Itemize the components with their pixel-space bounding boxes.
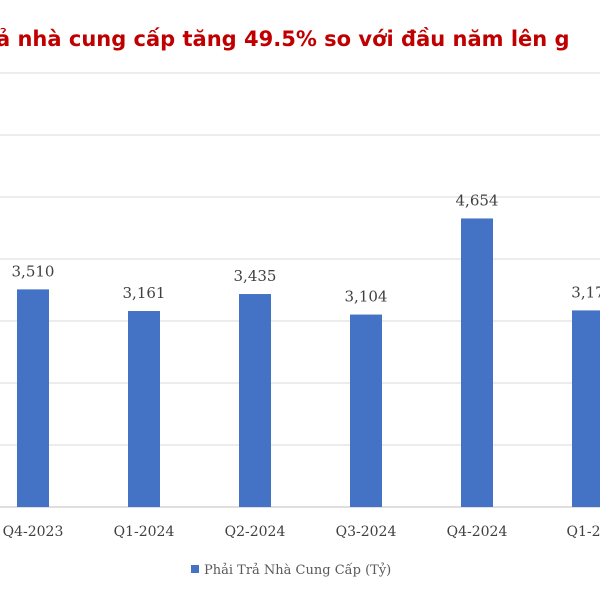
bar-series: [17, 218, 600, 507]
chart-title: ả nhà cung cấp tăng 49.5% so với đầu năm…: [0, 27, 570, 51]
x-tick-label: Q4-2024: [447, 524, 508, 540]
bar: [461, 218, 493, 507]
x-tick-label: Q2-2024: [225, 524, 286, 540]
bar: [128, 311, 160, 507]
legend-swatch: [191, 565, 199, 573]
data-label: 3,17: [571, 283, 600, 301]
data-label: 3,435: [234, 267, 277, 285]
legend: Phải Trả Nhà Cung Cấp (Tỷ): [191, 562, 391, 578]
x-axis-ticks: Q4-2023 Q1-2024 Q2-2024 Q3-2024 Q4-2024 Q1-20: [3, 524, 600, 540]
data-label: 3,510: [12, 262, 55, 280]
x-tick-label: Q1-20: [567, 524, 600, 540]
data-label: 3,161: [123, 284, 166, 302]
bar: [572, 310, 600, 507]
gridlines: [0, 72, 600, 508]
x-tick-label: Q1-2024: [114, 524, 175, 540]
data-label: 4,654: [456, 191, 499, 209]
data-labels: 3,510 3,161 3,435 3,104 4,654 3,17: [12, 191, 600, 305]
x-tick-label: Q3-2024: [336, 524, 397, 540]
bar: [350, 314, 382, 507]
x-tick-label: Q4-2023: [3, 524, 64, 540]
data-label: 3,104: [345, 288, 388, 306]
bar: [239, 294, 271, 507]
bar: [17, 289, 49, 507]
legend-label: Phải Trả Nhà Cung Cấp (Tỷ): [204, 562, 391, 578]
